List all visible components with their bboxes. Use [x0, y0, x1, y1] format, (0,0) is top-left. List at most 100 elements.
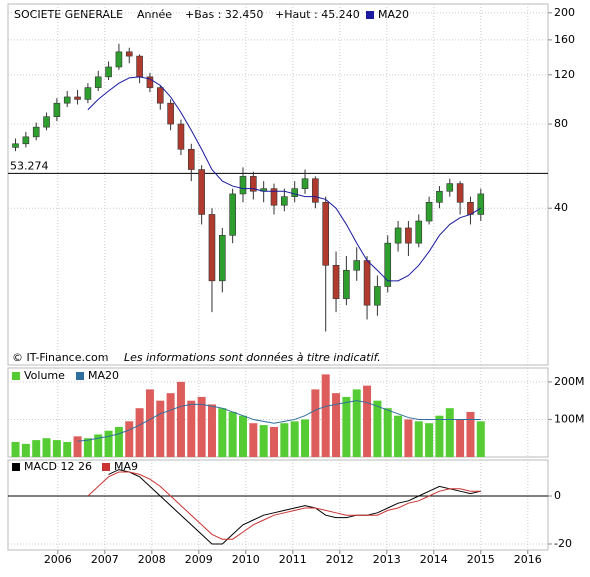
candle-body — [136, 55, 143, 78]
candle-body — [394, 227, 402, 244]
candle-body — [74, 96, 81, 100]
y-tick-label: 80 — [554, 117, 568, 130]
y-tick-label: 200 — [554, 6, 575, 19]
x-tick-label: 2016 — [514, 553, 542, 566]
volume-bar — [187, 400, 196, 457]
volume-bar — [114, 426, 123, 457]
candle-body — [270, 188, 278, 206]
volume-bar — [270, 426, 279, 457]
legend-label: MA20 — [88, 369, 119, 382]
ma-line — [77, 400, 481, 442]
legend-label: MACD 12 26 — [24, 460, 92, 473]
candle-body — [384, 242, 392, 287]
volume-bar — [435, 415, 444, 457]
volume-bar — [207, 404, 216, 457]
y-tick-label: 160 — [554, 33, 575, 46]
volume-bar — [166, 393, 175, 457]
x-tick-label: 2015 — [467, 553, 495, 566]
volume-bar — [280, 423, 289, 457]
panel-frame — [7, 3, 549, 366]
footnote: © IT-Finance.com — [12, 351, 109, 364]
volume-bar — [238, 415, 247, 457]
volume-bar — [466, 411, 475, 457]
volume-bar — [94, 434, 103, 457]
volume-bar — [321, 374, 330, 457]
volume-bar — [218, 408, 227, 457]
legend-swatch — [12, 463, 20, 471]
volume-bar — [425, 423, 434, 457]
volume-bar — [363, 385, 372, 457]
candle-body — [322, 202, 330, 266]
volume-bar — [83, 438, 92, 457]
x-tick-label: 2011 — [279, 553, 307, 566]
volume-bar — [342, 396, 351, 457]
legend-swatch — [76, 372, 84, 380]
legend-label: MA9 — [114, 460, 138, 473]
macd-line — [87, 471, 481, 540]
volume-bar — [249, 423, 258, 457]
candle-body — [301, 178, 309, 189]
panel-frame — [7, 459, 549, 551]
x-tick-label: 2012 — [326, 553, 354, 566]
legend-label: MA20 — [378, 8, 409, 21]
candle-body — [84, 87, 92, 100]
y-tick-label: 0 — [554, 489, 561, 502]
x-tick-label: 2013 — [373, 553, 401, 566]
volume-bar — [135, 408, 144, 457]
ma-line — [87, 76, 482, 282]
volume-bar — [352, 389, 361, 457]
candle-body — [446, 183, 454, 192]
candle-body — [208, 214, 216, 282]
volume-bar — [32, 440, 41, 457]
y-tick-label: 200M — [554, 375, 585, 388]
x-tick-label: 2009 — [185, 553, 213, 566]
volume-bar — [476, 421, 485, 457]
volume-bar — [156, 400, 165, 457]
candle-body — [53, 102, 61, 117]
volume-bar — [125, 421, 134, 457]
volume-bar — [176, 381, 185, 457]
macd-line — [108, 469, 481, 545]
volume-bar — [104, 430, 113, 457]
annotation: +Bas : 32.450 — [185, 8, 263, 21]
x-tick-label: 2006 — [44, 553, 72, 566]
candle-body — [239, 176, 247, 195]
candle-body — [250, 176, 257, 192]
candle-body — [353, 260, 361, 271]
volume-bar — [414, 421, 423, 457]
x-tick-label: 2010 — [232, 553, 260, 566]
legend-swatch — [366, 11, 374, 19]
volume-bar — [456, 419, 465, 457]
candle-body — [22, 136, 30, 145]
candle-body — [32, 126, 40, 138]
candle-body — [363, 260, 371, 306]
candle-body — [12, 143, 19, 148]
volume-bar — [63, 441, 72, 457]
candle-body — [219, 235, 226, 282]
volume-bar — [332, 393, 341, 457]
period: Année — [137, 8, 172, 21]
candle-body — [456, 183, 464, 203]
x-tick-label: 2007 — [91, 553, 119, 566]
volume-bar — [145, 389, 154, 457]
y-tick-label: 40 — [554, 201, 568, 214]
candle-body — [332, 265, 340, 299]
candle-body — [415, 220, 423, 244]
volume-bar — [52, 440, 61, 457]
volume-bar — [383, 408, 392, 457]
volume-bar — [21, 443, 30, 457]
volume-bar — [311, 389, 320, 457]
volume-bar — [290, 421, 299, 457]
candle-body — [291, 188, 298, 197]
candle-body — [177, 123, 185, 150]
x-tick-label: 2008 — [138, 553, 166, 566]
candle-body — [63, 96, 71, 104]
candle-body — [156, 87, 164, 104]
candle-body — [167, 102, 174, 125]
volume-bar — [404, 419, 413, 457]
candle-body — [94, 76, 102, 88]
volume-bar — [73, 436, 82, 457]
volume-bar — [11, 441, 20, 457]
